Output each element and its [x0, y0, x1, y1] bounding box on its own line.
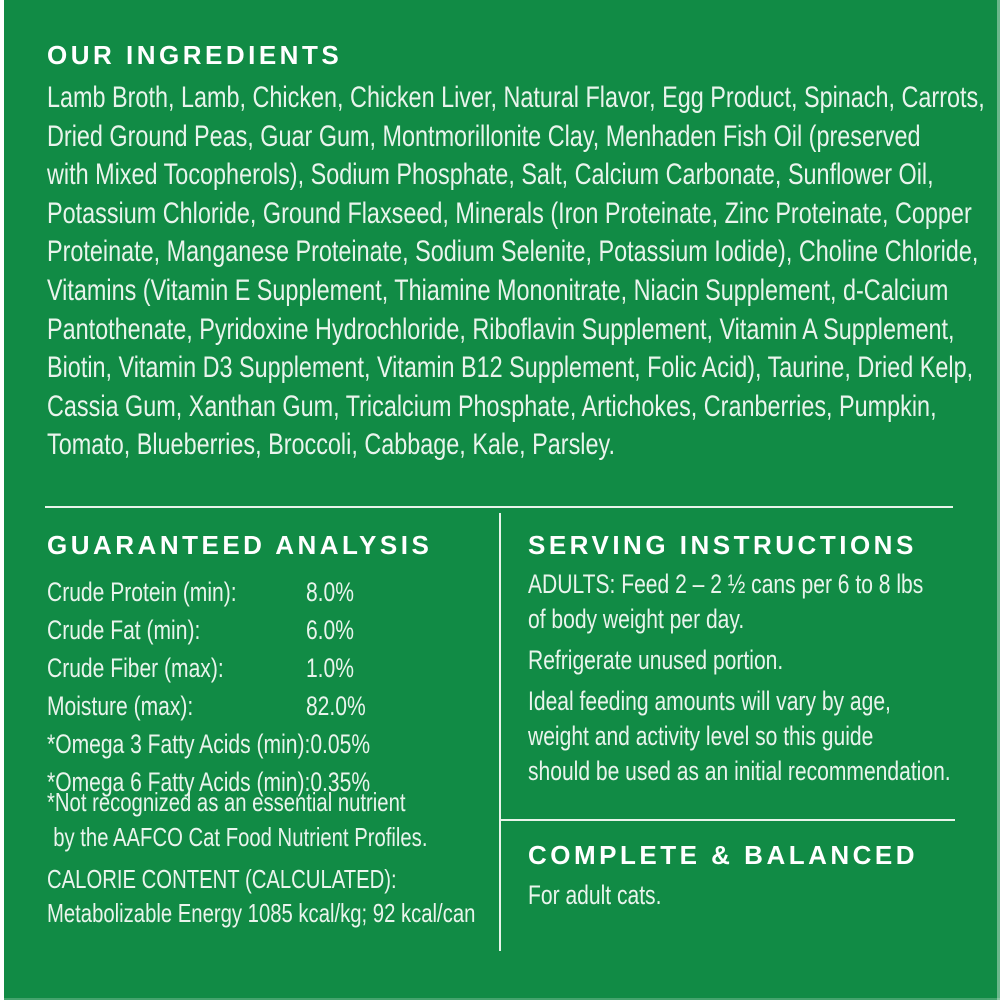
ingredients-section: OUR INGREDIENTS Lamb Broth, Lamb, Chicke…: [47, 40, 997, 465]
nutrient-table: Crude Protein (min): 8.0% Crude Fat (min…: [47, 573, 515, 801]
serving-instructions-text: ADULTS: Feed 2 – 2 ½ cans per 6 to 8 lbs…: [528, 567, 988, 789]
footnote-line: *Not recognized as an essential nutrient: [47, 787, 406, 817]
guaranteed-analysis-heading: GUARANTEED ANALYSIS: [47, 530, 433, 560]
nutrient-row: Crude Protein (min): 8.0%: [47, 573, 515, 611]
aafco-footnote: *Not recognized as an essential nutrient…: [47, 785, 535, 855]
divider-horizontal-right-column: [500, 819, 955, 821]
calorie-content-heading: CALORIE CONTENT (CALCULATED):: [47, 864, 397, 894]
nutrient-row: Crude Fat (min): 6.0%: [47, 611, 515, 649]
nutrient-row: Crude Fiber (max): 1.0%: [47, 649, 515, 687]
nutrient-value: 1.0%: [305, 653, 354, 683]
label-bottom-edge: [0, 998, 1000, 1000]
nutrient-label: *Omega 6 Fatty Acids (min):: [47, 767, 311, 797]
divider-horizontal-main: [45, 506, 953, 508]
serving-paragraph-adults: ADULTS: Feed 2 – 2 ½ cans per 6 to 8 lbs…: [528, 567, 988, 637]
nutrient-row: *Omega 3 Fatty Acids (min): 0.05%: [47, 725, 515, 763]
ingredients-text-line: Cassia Gum, Xanthan Gum, Tricalcium Phos…: [47, 389, 937, 423]
ingredients-text-line: Biotin, Vitamin D3 Supplement, Vitamin B…: [47, 351, 974, 385]
footnote-line: by the AAFCO Cat Food Nutrient Profiles.: [53, 822, 428, 852]
serving-text-line: Ideal feeding amounts will vary by age,: [528, 686, 891, 716]
label-right-edge: [997, 0, 1000, 1000]
ingredients-text-line: Tomato, Blueberries, Broccoli, Cabbage, …: [47, 428, 615, 462]
nutrient-value: 0.35%: [310, 767, 371, 797]
serving-text-line: should be used as an initial recommendat…: [528, 756, 951, 786]
nutrient-label: Moisture (max):: [47, 691, 194, 721]
ingredients-text-line: Vitamins (Vitamin E Supplement, Thiamine…: [47, 273, 949, 307]
nutrient-value: 0.05%: [310, 729, 371, 759]
complete-balanced-subtext: For adult cats.: [528, 880, 662, 910]
complete-balanced-heading: COMPLETE & BALANCED: [528, 840, 919, 870]
divider-vertical-columns: [499, 513, 501, 951]
nutrient-value: 6.0%: [305, 615, 354, 645]
nutrient-row: Moisture (max): 82.0%: [47, 687, 515, 725]
nutrient-value: 8.0%: [305, 577, 354, 607]
serving-paragraph-ideal-feeding: Ideal feeding amounts will vary by age, …: [528, 684, 988, 789]
nutrient-label: Crude Protein (min):: [47, 577, 237, 607]
serving-text-line: weight and activity level so this guide: [528, 721, 874, 751]
ingredients-heading: OUR INGREDIENTS: [47, 40, 343, 70]
nutrient-row: *Omega 6 Fatty Acids (min): 0.35%: [47, 763, 515, 801]
calorie-content-block: CALORIE CONTENT (CALCULATED): Metaboliza…: [47, 862, 596, 930]
ingredients-text-line: Proteinate, Manganese Proteinate, Sodium…: [47, 235, 979, 269]
ingredients-text-line: Pantothenate, Pyridoxine Hydrochloride, …: [47, 312, 955, 346]
nutrient-value: 82.0%: [305, 691, 366, 721]
nutrient-label: Crude Fiber (max):: [47, 653, 224, 683]
guaranteed-analysis-section: GUARANTEED ANALYSIS Crude Protein (min):…: [47, 530, 499, 801]
complete-balanced-section: COMPLETE & BALANCED For adult cats.: [528, 840, 988, 911]
nutrient-label: Crude Fat (min):: [47, 615, 201, 645]
nutrient-label: *Omega 3 Fatty Acids (min):: [47, 729, 311, 759]
ingredients-text-line: Potassium Chloride, Ground Flaxseed, Min…: [47, 196, 972, 230]
ingredients-text-line: with Mixed Tocopherols), Sodium Phosphat…: [47, 158, 934, 192]
serving-text-line: of body weight per day.: [528, 604, 745, 634]
serving-paragraph-refrigerate: Refrigerate unused portion.: [528, 643, 988, 678]
calorie-content-value: Metabolizable Energy 1085 kcal/kg; 92 kc…: [47, 898, 476, 928]
label-left-edge: [0, 0, 4, 1000]
serving-text-line: Refrigerate unused portion.: [528, 645, 784, 675]
serving-instructions-section: SERVING INSTRUCTIONS ADULTS: Feed 2 – 2 …: [528, 530, 988, 795]
ingredients-text-line: Dried Ground Peas, Guar Gum, Montmorillo…: [47, 119, 921, 153]
serving-text-line: ADULTS: Feed 2 – 2 ½ cans per 6 to 8 lbs: [528, 569, 924, 599]
serving-instructions-heading: SERVING INSTRUCTIONS: [528, 530, 917, 560]
ingredients-text: Lamb Broth, Lamb, Chicken, Chicken Liver…: [47, 79, 997, 465]
ingredients-text-line: Lamb Broth, Lamb, Chicken, Chicken Liver…: [47, 81, 985, 114]
